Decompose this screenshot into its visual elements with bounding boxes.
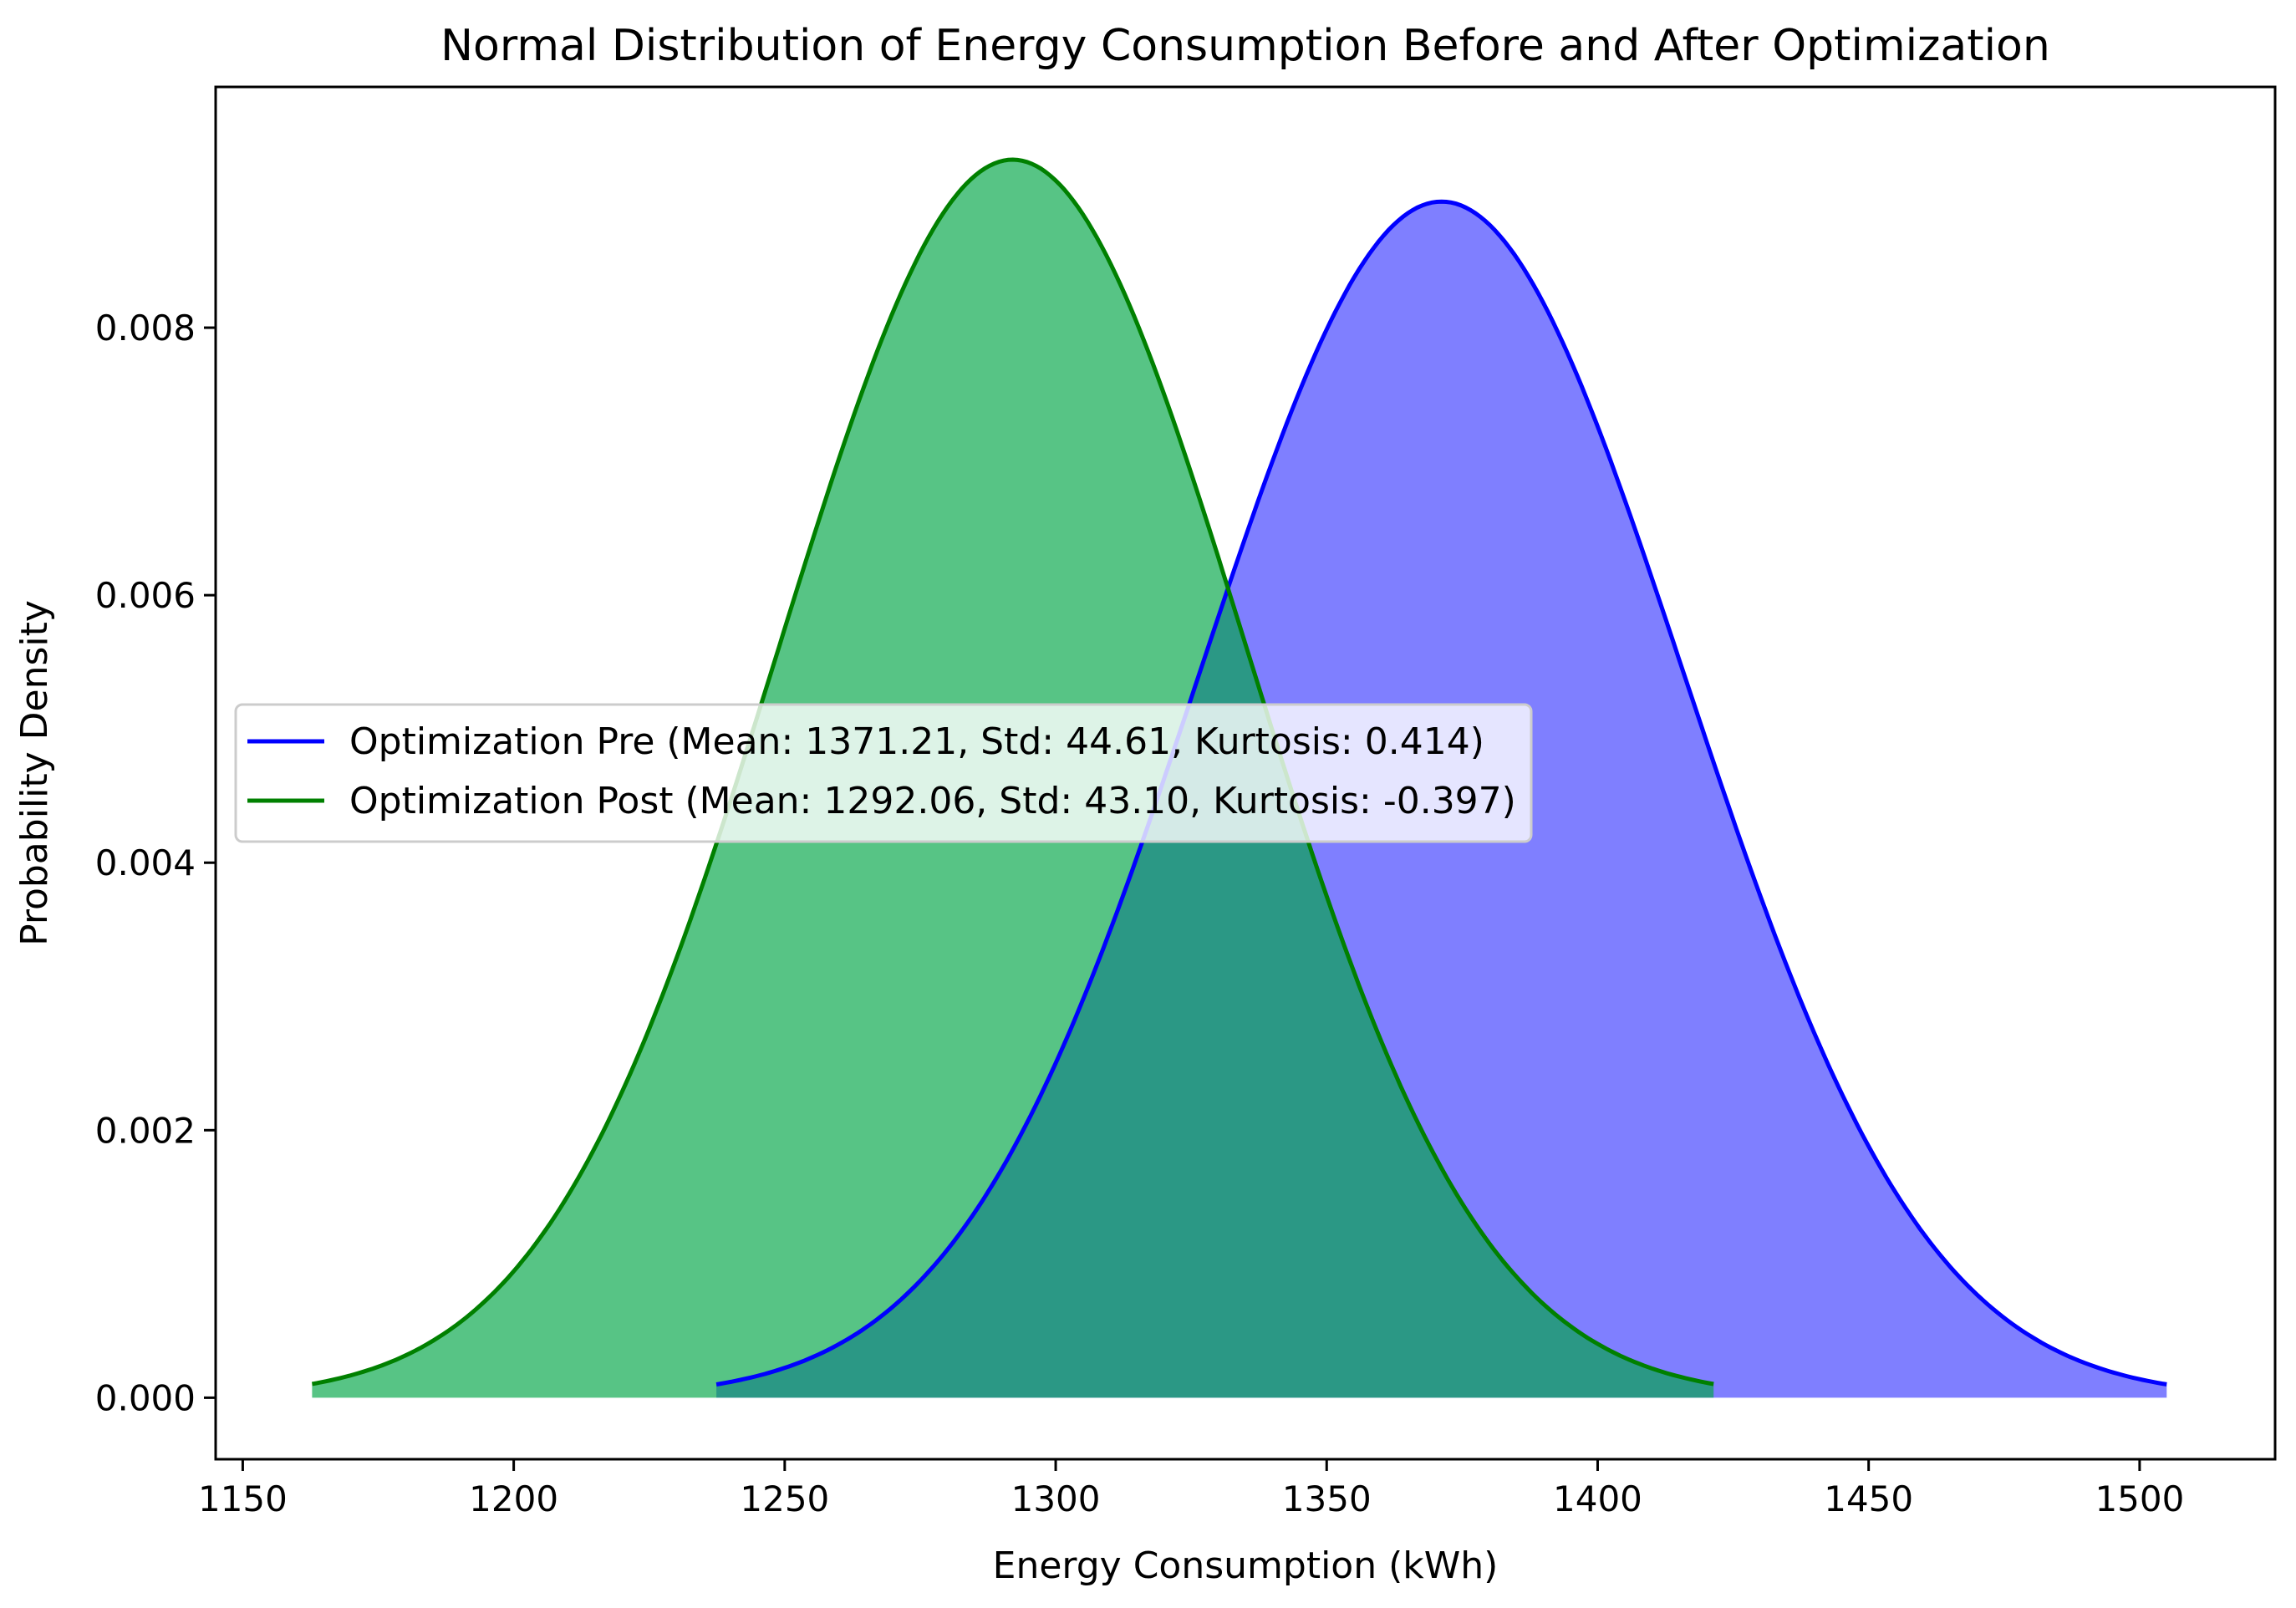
plot-frame (214, 85, 2277, 1461)
legend: Optimization Pre (Mean: 1371.21, Std: 44… (234, 703, 1533, 843)
y-tick-label: 0.002 (95, 1110, 196, 1151)
legend-entry-post: Optimization Post (Mean: 1292.06, Std: 4… (349, 780, 1516, 822)
x-tick-label: 1250 (740, 1478, 829, 1519)
x-axis-label: Energy Consumption (kWh) (993, 1544, 1499, 1587)
x-tick-label: 1350 (1282, 1478, 1372, 1519)
y-tick-label: 0.008 (95, 308, 196, 349)
y-tick-label: 0.000 (95, 1377, 196, 1418)
y-axis-label: Probability Density (13, 600, 56, 946)
density-line-post (311, 157, 1714, 1387)
x-tick-label: 1150 (198, 1478, 288, 1519)
x-axis-ticks: 1150 1200 1250 1300 1350 1400 1450 1500 (198, 1459, 2184, 1519)
chart-title: Normal Distribution of Energy Consumptio… (440, 21, 2050, 71)
x-tick-label: 1400 (1553, 1478, 1642, 1519)
x-tick-label: 1450 (1824, 1478, 1913, 1519)
x-tick-label: 1500 (2095, 1478, 2184, 1519)
y-tick-label: 0.006 (95, 575, 196, 616)
density-line-pre (715, 199, 2167, 1387)
x-tick-label: 1200 (469, 1478, 558, 1519)
y-axis-ticks: 0.000 0.002 0.004 0.006 0.008 (95, 308, 216, 1418)
x-tick-label: 1300 (1011, 1478, 1101, 1519)
legend-box (234, 703, 1533, 843)
density-lines (311, 157, 2167, 1387)
legend-entry-pre: Optimization Pre (Mean: 1371.21, Std: 44… (349, 720, 1484, 763)
y-tick-label: 0.004 (95, 842, 196, 883)
